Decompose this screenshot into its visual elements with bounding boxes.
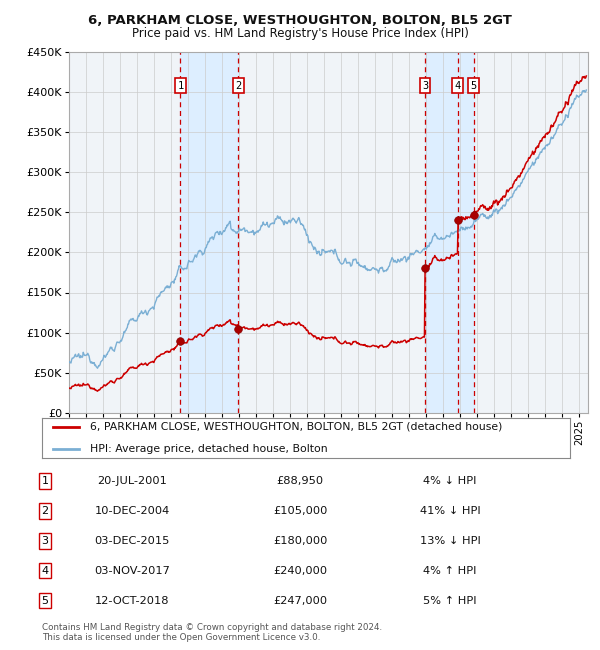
Bar bbox=[181, 52, 238, 413]
Text: £247,000: £247,000 bbox=[273, 595, 327, 606]
Text: 6, PARKHAM CLOSE, WESTHOUGHTON, BOLTON, BL5 2GT: 6, PARKHAM CLOSE, WESTHOUGHTON, BOLTON, … bbox=[88, 14, 512, 27]
Text: 4: 4 bbox=[455, 81, 461, 90]
Text: £240,000: £240,000 bbox=[273, 566, 327, 576]
Bar bbox=[425, 52, 458, 413]
Text: 3: 3 bbox=[41, 536, 49, 546]
Text: 1: 1 bbox=[41, 476, 49, 486]
Text: 20-JUL-2001: 20-JUL-2001 bbox=[97, 476, 167, 486]
Text: 5% ↑ HPI: 5% ↑ HPI bbox=[423, 595, 477, 606]
Text: 2: 2 bbox=[235, 81, 241, 90]
Text: 1: 1 bbox=[178, 81, 184, 90]
Text: 4% ↑ HPI: 4% ↑ HPI bbox=[423, 566, 477, 576]
Text: 03-NOV-2017: 03-NOV-2017 bbox=[94, 566, 170, 576]
Text: 4: 4 bbox=[41, 566, 49, 576]
Text: 5: 5 bbox=[41, 595, 49, 606]
Text: Contains HM Land Registry data © Crown copyright and database right 2024.
This d: Contains HM Land Registry data © Crown c… bbox=[42, 623, 382, 642]
Text: £105,000: £105,000 bbox=[273, 506, 327, 516]
Text: 12-OCT-2018: 12-OCT-2018 bbox=[95, 595, 169, 606]
Text: 6, PARKHAM CLOSE, WESTHOUGHTON, BOLTON, BL5 2GT (detached house): 6, PARKHAM CLOSE, WESTHOUGHTON, BOLTON, … bbox=[89, 422, 502, 432]
Text: 3: 3 bbox=[422, 81, 428, 90]
Text: 2: 2 bbox=[41, 506, 49, 516]
Text: £180,000: £180,000 bbox=[273, 536, 327, 546]
Bar bbox=[458, 52, 473, 413]
Text: 5: 5 bbox=[470, 81, 477, 90]
Text: 13% ↓ HPI: 13% ↓ HPI bbox=[419, 536, 481, 546]
Text: 10-DEC-2004: 10-DEC-2004 bbox=[94, 506, 170, 516]
Text: £88,950: £88,950 bbox=[277, 476, 323, 486]
Text: 03-DEC-2015: 03-DEC-2015 bbox=[94, 536, 170, 546]
Text: HPI: Average price, detached house, Bolton: HPI: Average price, detached house, Bolt… bbox=[89, 445, 327, 454]
Text: 4% ↓ HPI: 4% ↓ HPI bbox=[423, 476, 477, 486]
Text: Price paid vs. HM Land Registry's House Price Index (HPI): Price paid vs. HM Land Registry's House … bbox=[131, 27, 469, 40]
Text: 41% ↓ HPI: 41% ↓ HPI bbox=[419, 506, 481, 516]
